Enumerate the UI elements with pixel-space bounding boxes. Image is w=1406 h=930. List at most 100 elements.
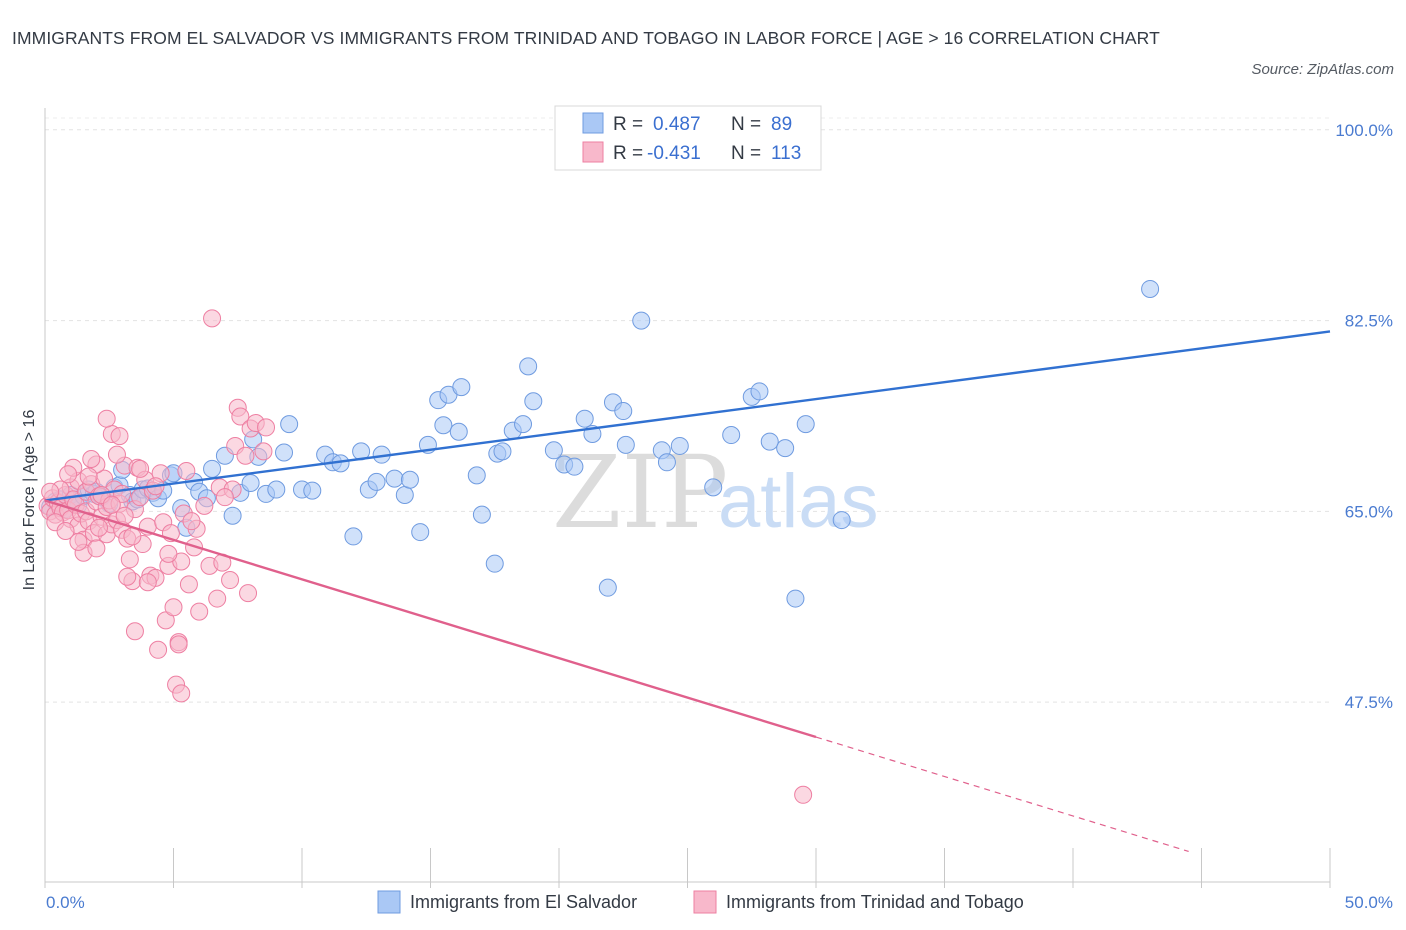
legend-swatch-blue: [582, 112, 604, 134]
point-s0-74: [575, 409, 594, 428]
point-s1-108: [56, 521, 75, 540]
point-s0-62: [467, 466, 486, 485]
point-s1-100: [69, 532, 88, 551]
trendlines: [44, 330, 1331, 853]
y-tick-label-3: 100.0%: [1335, 121, 1393, 140]
y-tick-label-2: 82.5%: [1345, 312, 1393, 331]
legend-n-label-2: N =: [731, 143, 761, 164]
legend-r-label-1: R =: [613, 114, 643, 135]
x-tick-label-max: 50.0%: [1345, 893, 1393, 912]
point-s1-86: [82, 450, 101, 469]
point-s0-71: [544, 441, 563, 460]
legend-r-value-1: 0.487: [653, 114, 701, 135]
point-s0-33: [223, 506, 242, 525]
point-s1-109: [182, 512, 201, 531]
point-s0-40: [275, 443, 294, 462]
watermark-zip: ZIP: [552, 434, 728, 551]
point-s0-63: [472, 505, 491, 524]
point-s1-91: [172, 684, 191, 703]
point-s0-78: [614, 402, 633, 421]
point-s0-58: [434, 416, 453, 435]
point-s1-65: [190, 602, 209, 621]
point-s0-60: [449, 422, 468, 441]
point-s0-39: [267, 480, 286, 499]
point-s0-73: [565, 457, 584, 476]
point-s0-66: [493, 442, 512, 461]
point-s0-88: [786, 589, 805, 608]
watermark-atlas: atlas: [718, 459, 879, 544]
legend-label-el-salvador: Immigrants from El Salvador: [410, 892, 637, 912]
point-s0-54: [400, 470, 419, 489]
point-s1-111: [221, 571, 240, 590]
point-s0-52: [385, 469, 404, 488]
legend-n-value-2: 113: [771, 143, 801, 164]
legend-r-value-2: -0.431: [647, 143, 701, 164]
point-s0-68: [514, 415, 533, 434]
correlation-legend: R = 0.487 N = 89 R = -0.431 N = 113: [554, 105, 822, 171]
point-s0-43: [303, 481, 322, 500]
point-s0-91: [760, 432, 779, 451]
y-tick-labels: 47.5% 65.0% 82.5% 100.0%: [1335, 121, 1393, 712]
point-s1-77: [257, 418, 276, 437]
legend-r-label-2: R =: [613, 143, 643, 164]
point-s1-94: [159, 544, 178, 563]
point-s1-61: [177, 462, 196, 481]
trendline-0: [44, 330, 1331, 502]
point-s0-80: [632, 311, 651, 330]
legend-label-trinidad: Immigrants from Trinidad and Tobago: [726, 892, 1024, 912]
point-s1-99: [59, 465, 78, 484]
point-s0-69: [519, 357, 538, 376]
point-s0-85: [722, 426, 741, 445]
point-s1-78: [107, 445, 126, 464]
point-s0-64: [485, 554, 504, 573]
legend-swatch-el-salvador: [377, 890, 401, 914]
point-s0-76: [598, 578, 617, 597]
trendline-1-extension: [815, 736, 1189, 853]
point-s0-92: [776, 439, 795, 458]
series-1-points: [38, 309, 813, 804]
point-s0-79: [616, 435, 635, 454]
point-s0-47: [344, 527, 363, 546]
point-s0-82: [657, 453, 676, 472]
point-s1-73: [236, 446, 255, 465]
point-s0-61: [452, 378, 471, 397]
point-s0-89: [832, 511, 851, 530]
point-s1-89: [215, 488, 234, 507]
point-s1-24: [87, 539, 106, 558]
point-s1-84: [203, 309, 222, 328]
point-s1-104: [115, 506, 134, 525]
point-s1-107: [41, 482, 60, 501]
point-s0-87: [750, 382, 769, 401]
x-tick-labels: 0.0% 50.0%: [46, 893, 1393, 912]
point-s0-90: [1141, 279, 1160, 298]
point-s0-50: [367, 472, 386, 491]
legend-n-label-1: N =: [731, 114, 761, 135]
legend-n-value-1: 89: [771, 114, 792, 135]
point-s1-97: [89, 518, 108, 537]
y-tick-label-0: 47.5%: [1345, 693, 1393, 712]
point-s1-50: [149, 640, 168, 659]
point-s0-55: [411, 523, 430, 542]
point-s1-83: [169, 635, 188, 654]
point-s1-95: [131, 459, 150, 478]
point-s1-39: [120, 550, 139, 569]
point-s1-72: [231, 407, 250, 426]
y-axis-label: In Labor Force | Age > 16: [21, 410, 38, 591]
point-s0-83: [670, 436, 689, 455]
point-s1-56: [164, 598, 183, 617]
watermark: ZIP atlas: [552, 434, 879, 551]
point-s1-88: [138, 573, 157, 592]
point-s1-110: [208, 589, 227, 608]
trendline-1: [44, 499, 817, 739]
point-s0-53: [395, 486, 414, 504]
legend-swatch-pink: [582, 141, 604, 163]
source-label: Source: ZipAtlas.com: [1251, 61, 1394, 78]
point-s1-101: [79, 467, 98, 486]
point-s1-80: [97, 409, 116, 428]
x-tick-label-min: 0.0%: [46, 893, 85, 912]
point-s1-66: [195, 496, 214, 515]
point-s1-112: [239, 584, 258, 603]
series-points: [38, 279, 1160, 804]
chart-title: IMMIGRANTS FROM EL SALVADOR VS IMMIGRANT…: [12, 28, 1160, 48]
